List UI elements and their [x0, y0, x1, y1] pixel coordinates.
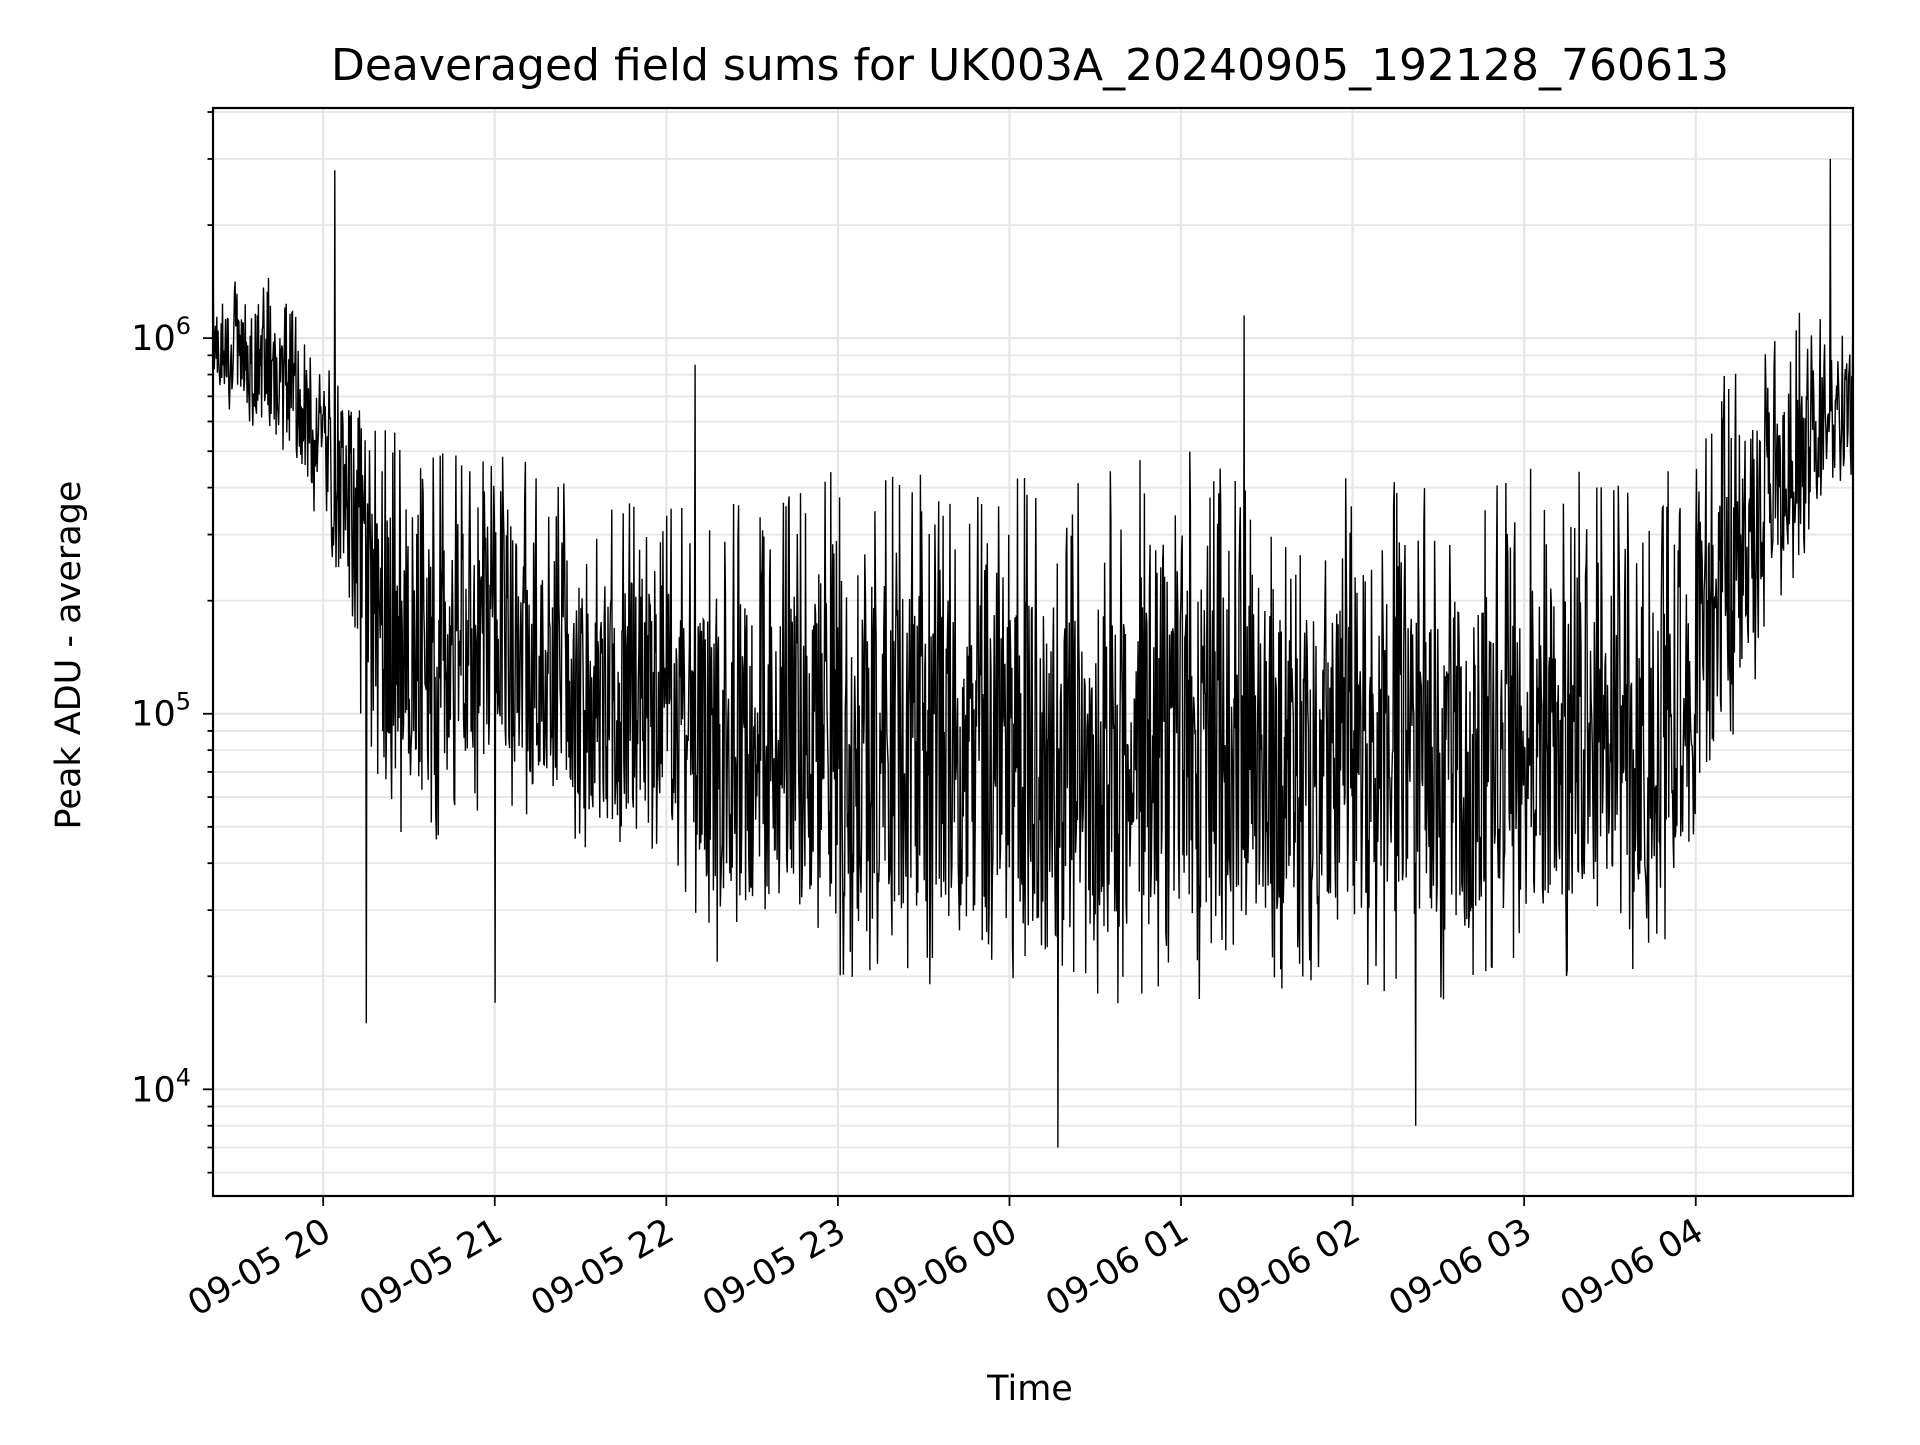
y-axis-label: Peak ADU - average: [49, 481, 89, 830]
x-tick-label: 09-06 01: [1039, 1211, 1195, 1324]
x-tick-label: 09-06 04: [1554, 1211, 1710, 1324]
x-tick-label: 09-05 22: [525, 1211, 681, 1324]
series-path: [213, 158, 1853, 1148]
x-tick-label: 09-05 20: [181, 1211, 337, 1324]
y-tick-label-exponent: 4: [176, 1063, 191, 1091]
y-tick-label-base: 10: [131, 695, 176, 735]
x-tick-label: 09-06 00: [868, 1211, 1024, 1324]
y-tick-label: 105: [131, 688, 191, 735]
y-tick-label: 106: [131, 312, 191, 359]
x-tick-label: 09-06 02: [1211, 1211, 1367, 1324]
y-tick-label-base: 10: [131, 1070, 176, 1110]
x-tick-label: 09-05 21: [353, 1211, 509, 1324]
y-tick-label-base: 10: [131, 319, 176, 359]
y-tick-label: 104: [131, 1063, 191, 1110]
x-axis: 09-05 20 09-05 21 09-05 22 09-05 23 09-06 00…: [181, 1196, 1710, 1324]
x-axis-label: Time: [986, 1369, 1073, 1409]
x-tick-label: 09-06 03: [1382, 1211, 1538, 1324]
x-tick-label: 09-05 23: [696, 1211, 852, 1324]
plot-frame: [211, 106, 1855, 1198]
y-tick-label-exponent: 6: [176, 312, 191, 340]
chart-title: Deaveraged field sums for UK003A_2024090…: [331, 40, 1729, 91]
series-line: [213, 158, 1853, 1148]
y-tick-label-exponent: 5: [176, 688, 191, 716]
